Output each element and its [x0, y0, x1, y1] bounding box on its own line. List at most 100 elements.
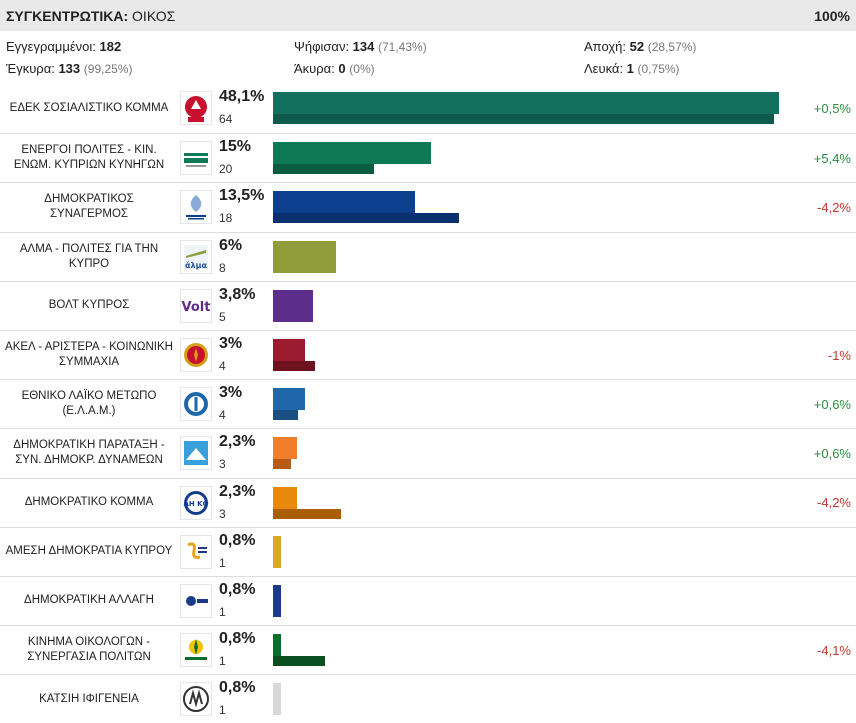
- previous-result-bar: [273, 114, 774, 124]
- party-name: ΕΝΕΡΓΟΙ ΠΟΛΙΤΕΣ - ΚΙΝ. ΕΝΩΜ. ΚΥΠΡΙΩΝ ΚΥΝ…: [13, 144, 165, 172]
- party-name: ΒΟΛΤ ΚΥΠΡΟΣ: [48, 299, 130, 312]
- party-percent-label: 3%: [219, 384, 243, 402]
- party-percent-label: 0,8%: [219, 580, 256, 598]
- party-votes-label: 1: [219, 555, 226, 570]
- party-percent-label: 15%: [219, 138, 252, 156]
- party-name: ΕΔΕΚ ΣΟΣΙΑΛΙΣΤΙΚΟ ΚΟΜΜΑ: [9, 102, 169, 115]
- party-name: ΔΗΜΟΚΡΑΤΙΚΗ ΠΑΡΑΤΑΞΗ - ΣΥΝ. ΔΗΜΟΚΡ. ΔΥΝΑ…: [13, 439, 165, 467]
- change-label: -4,2%: [817, 495, 851, 511]
- party-row: ΕΘΝΙΚΟ ΛΑΪΚΟ ΜΕΤΩΠΟ (Ε.Λ.Α.Μ.) 3% 4 +0,6%: [0, 379, 856, 428]
- party-percent-label: 13,5%: [219, 187, 265, 205]
- party-row: ΔΗΜΟΚΡΑΤΙΚΗ ΠΑΡΑΤΑΞΗ - ΣΥΝ. ΔΗΜΟΚΡ. ΔΥΝΑ…: [0, 428, 856, 477]
- previous-result-bar: [273, 164, 374, 175]
- current-result-bar: [273, 535, 282, 568]
- stat-voted: Ψήφισαν: 134 (71,43%): [294, 39, 427, 54]
- party-row: ΕΔΕΚ ΣΟΣΙΑΛΙΣΤΙΚΟ ΚΟΜΜΑ 48,1% 64 +0,5%: [0, 84, 856, 133]
- current-result-bar: [273, 634, 282, 657]
- change-label: +0,6%: [813, 445, 851, 461]
- counted-percent: 100%: [814, 7, 850, 24]
- ameda-logo-icon: [180, 534, 212, 569]
- svg-text:άλμα: άλμα: [185, 261, 207, 270]
- current-result-bar: [273, 92, 779, 114]
- previous-result-bar: [273, 459, 291, 470]
- change-label: +0,5%: [813, 101, 851, 117]
- party-percent-label: 6%: [219, 236, 243, 254]
- party-row: ΚΙΝΗΜΑ ΟΙΚΟΛΟΓΩΝ - ΣΥΝΕΡΓΑΣΙΑ ΠΟΛΙΤΩΝ 0,8…: [0, 625, 856, 674]
- party-percent-label: 0,8%: [219, 679, 256, 697]
- svg-text:Volt: Volt: [182, 300, 211, 315]
- current-result-bar: [273, 191, 416, 214]
- current-result-bar: [273, 240, 337, 273]
- summary-header: ΣΥΓΚΕΝΤΡΩΤΙΚΑ: ΟΙΚΟΣ 100%: [0, 0, 856, 31]
- turnout-stats: Εγγεγραμμένοι: 182 Ψήφισαν: 134 (71,43%)…: [0, 31, 856, 83]
- party-row: ΑΛΜΑ - ΠΟΛΙΤΕΣ ΓΙΑ ΤΗΝ ΚΥΠΡΟ άλμα 6% 8: [0, 231, 856, 281]
- party-percent-label: 0,8%: [219, 531, 256, 549]
- alma-logo-icon: άλμα: [180, 239, 212, 274]
- oikologoi-logo-icon: [180, 633, 212, 668]
- previous-result-bar: [273, 410, 299, 421]
- elam-logo-icon: [180, 387, 212, 422]
- party-votes-label: 3: [219, 457, 226, 472]
- party-percent-label: 2,3%: [219, 482, 256, 500]
- previous-result-bar: [273, 656, 325, 667]
- party-votes-label: 3: [219, 506, 226, 521]
- party-name: ΑΛΜΑ - ΠΟΛΙΤΕΣ ΓΙΑ ΤΗΝ ΚΥΠΡΟ: [19, 242, 159, 270]
- party-percent-label: 48,1%: [219, 88, 265, 105]
- stat-blank: Λευκά: 1 (0,75%): [584, 61, 680, 76]
- edek-logo-icon: [180, 91, 212, 125]
- volt-logo-icon: Volt: [180, 288, 212, 323]
- current-result-bar: [273, 584, 282, 617]
- party-votes-label: 64: [219, 112, 233, 126]
- dimokratiki-allagi-logo-icon: [180, 583, 212, 618]
- party-votes-label: 1: [219, 654, 226, 669]
- party-row: ΒΟΛΤ ΚΥΠΡΟΣ Volt 3,8% 5: [0, 280, 856, 330]
- change-label: -4,2%: [817, 199, 851, 215]
- party-name: ΑΚΕΛ - ΑΡΙΣΤΕΡΑ - ΚΟΙΝΩΝΙΚΗ ΣΥΜΜΑΧΙΑ: [5, 341, 173, 369]
- party-name: ΚΙΝΗΜΑ ΟΙΚΟΛΟΓΩΝ - ΣΥΝΕΡΓΑΣΙΑ ΠΟΛΙΤΩΝ: [27, 636, 151, 664]
- current-result-bar: [273, 388, 305, 411]
- change-label: +5,4%: [813, 150, 851, 166]
- stat-abstention: Αποχή: 52 (28,57%): [584, 39, 697, 54]
- party-name: ΕΘΝΙΚΟ ΛΑΪΚΟ ΜΕΤΩΠΟ (Ε.Λ.Α.Μ.): [21, 390, 157, 418]
- previous-result-bar: [273, 360, 316, 371]
- results-chart: ΕΔΕΚ ΣΟΣΙΑΛΙΣΤΙΚΟ ΚΟΜΜΑ 48,1% 64 +0,5% ΕΝΕΡΓ…: [0, 84, 856, 723]
- party-percent-label: 3%: [219, 334, 243, 352]
- party-row: ΑΚΕΛ - ΑΡΙΣΤΕΡΑ - ΚΟΙΝΩΝΙΚΗ ΣΥΜΜΑΧΙΑ 3% 4 -…: [0, 329, 856, 379]
- party-name: ΔΗΜΟΚΡΑΤΙΚΟΣ ΣΥΝΑΓΕΡΜΟΣ: [44, 193, 134, 221]
- party-votes-label: 4: [219, 358, 226, 373]
- energoi-polites-logo-icon: [180, 141, 212, 176]
- party-row: ΑΜΕΣΗ ΔΗΜΟΚΡΑΤΙΑ ΚΥΠΡΟΥ 0,8% 1: [0, 526, 856, 576]
- stat-valid: Έγκυρα: 133 (99,25%): [6, 61, 133, 76]
- disy-logo-icon: [180, 190, 212, 225]
- party-row: ΕΝΕΡΓΟΙ ΠΟΛΙΤΕΣ - ΚΙΝ. ΕΝΩΜ. ΚΥΠΡΙΩΝ ΚΥΝ…: [0, 133, 856, 182]
- current-result-bar: [273, 289, 313, 322]
- party-votes-label: 4: [219, 408, 226, 423]
- current-result-bar: [273, 486, 298, 509]
- party-votes-label: 1: [219, 604, 226, 619]
- change-label: -1%: [827, 347, 851, 363]
- party-percent-label: 2,3%: [219, 433, 256, 451]
- party-votes-label: 5: [219, 309, 226, 324]
- akel-logo-icon: [180, 337, 212, 372]
- party-name: ΔΗΜΟΚΡΑΤΙΚΟ ΚΟΜΜΑ: [24, 496, 154, 509]
- party-votes-label: 20: [219, 162, 233, 177]
- party-percent-label: 0,8%: [219, 630, 256, 648]
- party-votes-label: 8: [219, 260, 226, 275]
- party-name: ΑΜΕΣΗ ΔΗΜΟΚΡΑΤΙΑ ΚΥΠΡΟΥ: [5, 545, 173, 558]
- current-result-bar: [273, 437, 298, 460]
- party-row: ΚΑΤΣΙΗ ΙΦΙΓΕΝΕΙΑ 0,8% 1: [0, 674, 856, 723]
- dipa-logo-icon: [180, 436, 212, 471]
- change-label: +0,6%: [813, 396, 851, 412]
- current-result-bar: [273, 338, 305, 361]
- party-row: ΔΗΜΟΚΡΑΤΙΚΟΣ ΣΥΝΑΓΕΡΜΟΣ 13,5% 18 -4,2%: [0, 182, 856, 231]
- svg-text:ΔΗ ΚΟ: ΔΗ ΚΟ: [183, 500, 208, 508]
- previous-result-bar: [273, 213, 460, 224]
- party-row: ΔΗΜΟΚΡΑΤΙΚΗ ΑΛΛΑΓΗ 0,8% 1: [0, 575, 856, 625]
- stat-registered: Εγγεγραμμένοι: 182: [6, 39, 122, 54]
- current-result-bar: [273, 142, 431, 165]
- previous-result-bar: [273, 508, 342, 519]
- party-percent-label: 3,8%: [219, 285, 256, 303]
- change-label: -4,1%: [817, 642, 851, 658]
- party-name: ΔΗΜΟΚΡΑΤΙΚΗ ΑΛΛΑΓΗ: [24, 594, 154, 607]
- current-result-bar: [273, 683, 282, 716]
